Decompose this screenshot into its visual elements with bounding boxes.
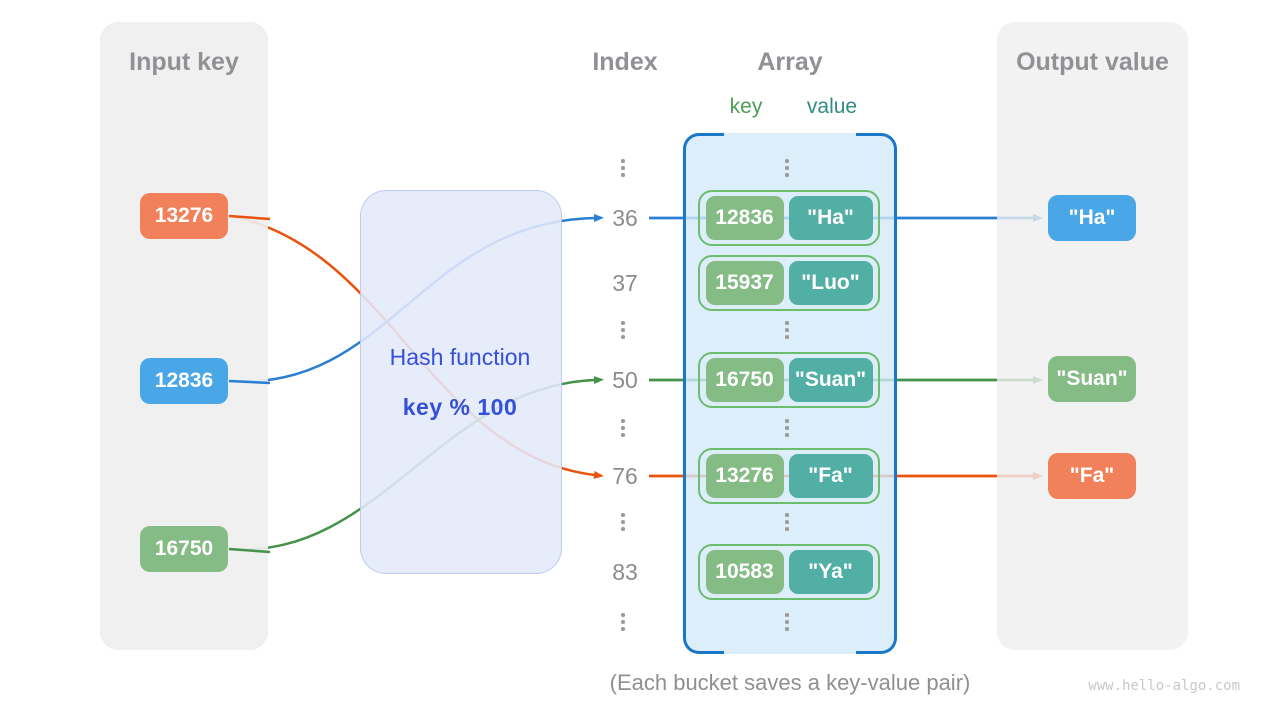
bucket-key: 10583	[705, 550, 784, 594]
input-key-16750: 16750	[140, 526, 228, 572]
bucket-row-76: 13276 "Fa"	[698, 448, 880, 504]
bucket-value: "Suan"	[788, 358, 873, 402]
array-title: Array	[757, 48, 823, 76]
index-83: 83	[612, 559, 638, 585]
hash-function-label: Hash function key % 100	[360, 344, 560, 421]
input-key-12836: 12836	[140, 358, 228, 404]
hash-function-box	[360, 190, 562, 574]
ellipsis-icon	[621, 321, 625, 339]
bucket-row-83: 10583 "Ya"	[698, 544, 880, 600]
bucket-key: 13276	[705, 454, 784, 498]
bucket-value: "Ha"	[788, 196, 873, 240]
value-column-label: value	[806, 95, 858, 118]
index-76: 76	[612, 463, 638, 489]
caption: (Each bucket saves a key-value pair)	[609, 670, 971, 695]
input-key-13276: 13276	[140, 193, 228, 239]
bucket-key: 16750	[705, 358, 784, 402]
bucket-key: 12836	[705, 196, 784, 240]
bucket-key: 15937	[705, 261, 784, 305]
ellipsis-icon	[621, 419, 625, 437]
ellipsis-icon	[785, 613, 789, 631]
watermark: www.hello-algo.com	[1088, 678, 1240, 694]
bucket-value: "Fa"	[788, 454, 873, 498]
ellipsis-icon	[621, 613, 625, 631]
output-value-panel	[997, 22, 1188, 650]
bucket-row-50: 16750 "Suan"	[698, 352, 880, 408]
ellipsis-icon	[785, 513, 789, 531]
index-36: 36	[612, 205, 638, 231]
array-right-bracket	[856, 133, 897, 654]
input-panel-title: Input key	[129, 48, 239, 76]
bucket-row-36: 12836 "Ha"	[698, 190, 880, 246]
index-50: 50	[612, 367, 638, 393]
output-panel-title: Output value	[1016, 48, 1169, 76]
key-column-label: key	[729, 95, 763, 118]
ellipsis-icon	[785, 159, 789, 177]
bucket-row-37: 15937 "Luo"	[698, 255, 880, 311]
ellipsis-icon	[785, 419, 789, 437]
index-column-title: Index	[592, 48, 658, 76]
hash-function-formula: key % 100	[402, 394, 518, 420]
output-value-fa: "Fa"	[1048, 453, 1136, 499]
output-value-ha: "Ha"	[1048, 195, 1136, 241]
output-value-suan: "Suan"	[1048, 356, 1136, 402]
index-37: 37	[612, 270, 638, 296]
ellipsis-icon	[621, 513, 625, 531]
array-left-bracket	[683, 133, 724, 654]
ellipsis-icon	[785, 321, 789, 339]
hash-function-name: Hash function	[389, 344, 531, 370]
bucket-value: "Ya"	[788, 550, 873, 594]
ellipsis-icon	[621, 159, 625, 177]
bucket-value: "Luo"	[788, 261, 873, 305]
